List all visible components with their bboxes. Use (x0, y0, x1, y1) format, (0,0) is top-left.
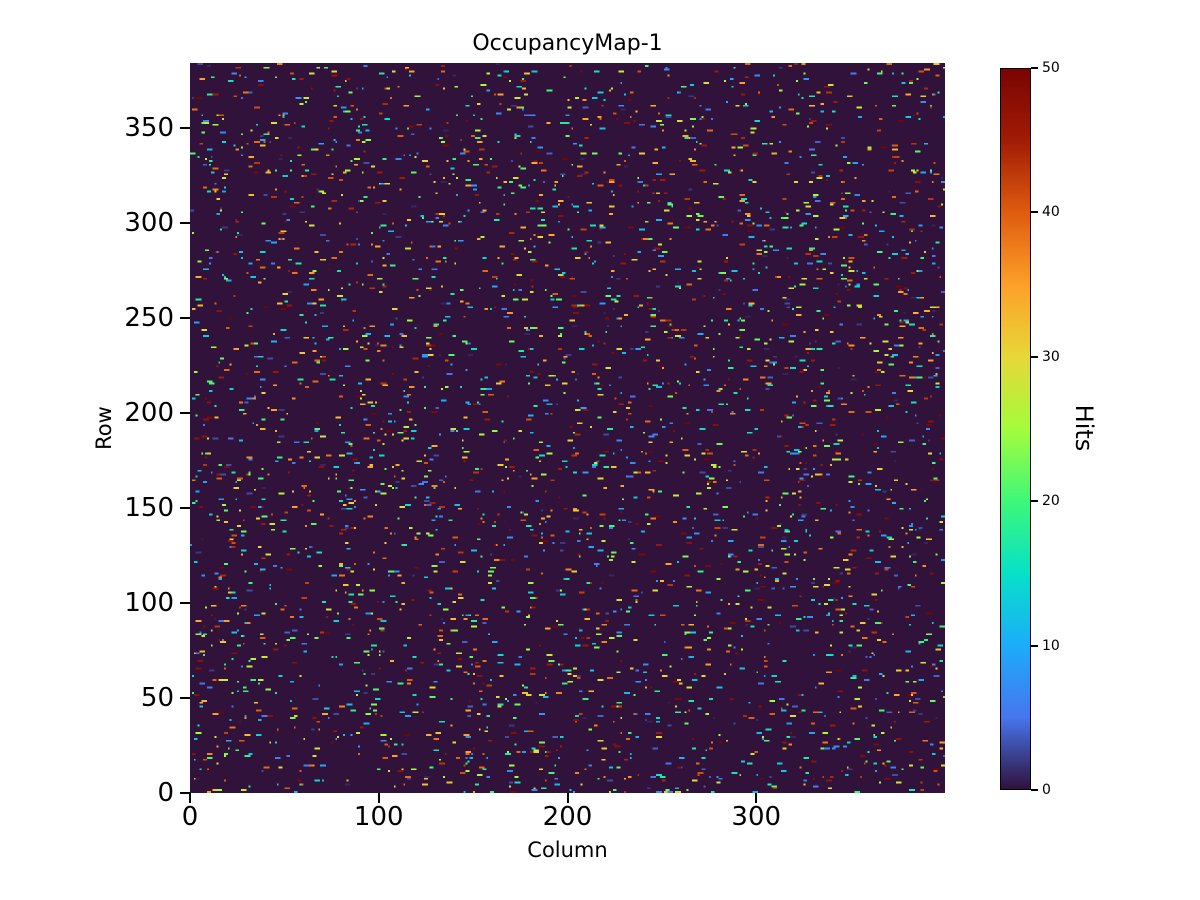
y-tick-mark (180, 221, 190, 224)
x-tick-label: 200 (542, 802, 593, 832)
y-tick-mark (180, 126, 190, 129)
colorbar-tick-mark (1031, 67, 1038, 69)
x-tick-label: 100 (353, 802, 404, 832)
colorbar-tick-label: 0 (1042, 782, 1051, 798)
y-tick-label: 150 (124, 492, 174, 523)
y-tick-label: 250 (124, 302, 174, 333)
y-tick-label: 0 (157, 778, 174, 808)
colorbar-tick-mark (1031, 211, 1038, 214)
y-tick-label: 100 (124, 587, 174, 618)
heatmap-canvas (190, 63, 945, 793)
y-tick-label: 300 (124, 207, 174, 238)
colorbar-tick-mark (1031, 355, 1038, 358)
y-tick-mark (180, 411, 190, 414)
colorbar-tick-label: 10 (1042, 637, 1060, 654)
colorbar-tick-label: 50 (1042, 60, 1060, 76)
colorbar-tick-label: 40 (1042, 204, 1060, 221)
x-axis-label: Column (527, 838, 608, 862)
colorbar-tick-mark (1031, 644, 1038, 647)
y-tick-label: 50 (140, 682, 174, 713)
x-tick-mark (566, 793, 569, 803)
colorbar-tick-label: 20 (1042, 493, 1060, 510)
plot-title: OccupancyMap-1 (472, 31, 663, 56)
colorbar (1000, 68, 1031, 790)
colorbar-label: Hits (1070, 404, 1098, 452)
x-tick-mark (377, 793, 380, 803)
y-tick-mark (180, 601, 190, 604)
y-tick-mark (180, 696, 190, 699)
y-tick-label: 350 (124, 112, 174, 143)
x-tick-label: 300 (731, 802, 782, 832)
y-tick-mark (180, 316, 190, 319)
colorbar-tick-label: 30 (1042, 348, 1060, 365)
colorbar-tick-mark (1031, 500, 1038, 503)
y-tick-mark (180, 792, 190, 794)
y-tick-label: 200 (124, 397, 174, 428)
colorbar-tick-mark (1031, 789, 1038, 791)
x-tick-mark (755, 793, 758, 803)
x-tick-mark (189, 793, 191, 803)
x-tick-label: 0 (181, 802, 199, 832)
y-tick-mark (180, 506, 190, 509)
